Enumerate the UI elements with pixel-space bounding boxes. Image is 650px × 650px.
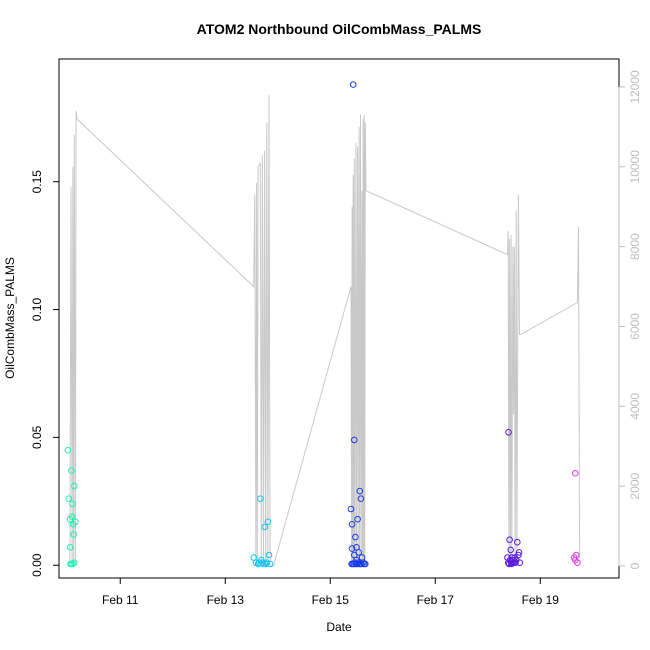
- data-point: [257, 495, 264, 503]
- data-point: [264, 518, 272, 526]
- x-axis: Feb 11 Feb 13 Feb 15 Feb 17 Feb 19: [102, 577, 560, 607]
- y-tick-label: 0.05: [30, 425, 44, 449]
- data-point: [352, 533, 359, 541]
- data-point: [506, 536, 513, 544]
- data-point: [263, 559, 271, 567]
- data-point: [354, 515, 361, 523]
- data-point: [259, 559, 266, 567]
- data-point: [512, 559, 519, 567]
- data-point: [71, 559, 78, 567]
- y-tick-label: 0.00: [30, 553, 44, 577]
- data-point: [266, 560, 274, 568]
- data-point: [348, 521, 356, 528]
- y-tick-label: 0.10: [30, 298, 44, 322]
- data-point: [572, 469, 579, 477]
- data-point: [265, 551, 273, 559]
- data-point: [71, 482, 78, 490]
- right-tick-label: 0: [628, 562, 642, 569]
- data-point: [70, 531, 77, 538]
- data-point: [507, 546, 515, 554]
- data-point: [570, 554, 578, 561]
- right-tick-label: 12000: [628, 70, 642, 104]
- data-point: [357, 495, 365, 503]
- data-point: [514, 538, 521, 546]
- data-point: [356, 487, 364, 495]
- data-point: [67, 544, 74, 551]
- data-point: [348, 545, 356, 552]
- data-point: [260, 560, 267, 568]
- data-point: [353, 560, 361, 568]
- data-point: [68, 467, 75, 474]
- data-point: [505, 560, 513, 568]
- right-tick-label: 4000: [628, 393, 642, 420]
- data-point: [516, 559, 524, 567]
- right-tick-label: 8000: [628, 233, 642, 260]
- data-point: [347, 505, 355, 513]
- right-axis-line: [69, 94, 581, 567]
- plot-frame: [58, 58, 620, 579]
- x-tick-label: Feb 11: [102, 593, 139, 607]
- data-point: [255, 559, 263, 567]
- scatter-points: [64, 81, 581, 568]
- data-point: [358, 560, 365, 568]
- data-point: [574, 559, 581, 567]
- data-point: [349, 81, 357, 88]
- data-point: [69, 500, 76, 508]
- data-point: [515, 551, 522, 559]
- y-axis: 0.00 0.05 0.10 0.15: [30, 170, 60, 577]
- data-point: [72, 518, 79, 526]
- data-point: [262, 560, 270, 568]
- x-tick-label: Feb 15: [312, 593, 350, 607]
- data-point: [68, 513, 76, 520]
- chart-title: ATOM2 Northbound OilCombMass_PALMS: [197, 21, 482, 37]
- data-point: [351, 436, 358, 444]
- y-axis-label: OilCombMass_PALMS: [3, 257, 17, 379]
- right-axis: 0 2000 4000 6000 8000 10000 12000: [618, 70, 642, 569]
- data-point: [508, 560, 515, 568]
- data-point: [261, 523, 268, 531]
- data-point: [67, 560, 75, 568]
- x-tick-label: Feb 19: [522, 593, 560, 607]
- right-tick-label: 10000: [628, 150, 642, 184]
- right-tick-label: 2000: [628, 473, 642, 500]
- data-point: [65, 495, 73, 503]
- x-tick-label: Feb 17: [417, 593, 455, 607]
- x-axis-label: Date: [326, 620, 352, 634]
- data-point: [64, 446, 72, 454]
- data-point: [505, 429, 512, 436]
- data-point: [355, 549, 363, 556]
- right-tick-label: 6000: [628, 313, 642, 340]
- y-tick-label: 0.15: [30, 170, 44, 194]
- data-point: [515, 549, 523, 556]
- right-axis-line-series: [69, 94, 581, 567]
- x-tick-label: Feb 13: [207, 593, 245, 607]
